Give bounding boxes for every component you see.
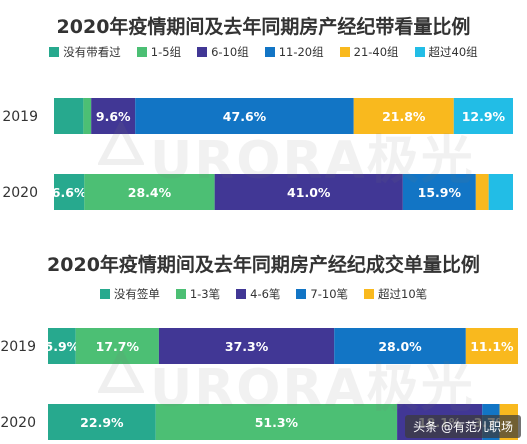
data-label: 17.7%	[96, 339, 140, 354]
data-label: 47.6%	[223, 109, 267, 124]
legend-deals: 没有签单 1-3笔 4-6笔 7-10笔 超过10笔	[0, 286, 527, 302]
data-label: 6.6%	[52, 185, 87, 200]
legend-item: 7-10笔	[296, 286, 348, 302]
category-tick-label: 2019	[0, 339, 36, 355]
legend-item: 超过10笔	[364, 286, 427, 302]
legend-swatch	[49, 47, 60, 57]
bar-segment	[488, 174, 513, 210]
data-label: 37.3%	[225, 339, 269, 354]
legend-label: 21-40组	[353, 45, 399, 59]
data-label: 22.9%	[80, 415, 124, 430]
data-label: 12.9%	[462, 109, 506, 124]
bar-segment	[158, 328, 335, 364]
data-label: 41.0%	[287, 185, 331, 200]
legend-label: 11-20组	[278, 45, 324, 59]
bar-segment	[54, 174, 85, 210]
category-tick-label: 2019	[2, 109, 38, 125]
legend-item: 1-3笔	[175, 286, 221, 302]
legend-swatch	[236, 289, 247, 299]
bar-segment	[155, 404, 398, 440]
legend-label: 没有签单	[113, 287, 160, 301]
chart-title-viewings: 2020年疫情期间及去年同期房产经纪带看量比例	[56, 16, 471, 38]
bar-segment	[475, 174, 489, 210]
legend-swatch	[414, 47, 425, 57]
legend-swatch	[175, 289, 186, 299]
bar-segment	[214, 174, 403, 210]
chart-title-deals: 2020年疫情期间及去年同期房产经纪成交单量比例	[47, 254, 480, 276]
legend-label: 1-5组	[150, 45, 182, 59]
legend-item: 21-40组	[339, 44, 399, 60]
category-tick-label: 2020	[2, 185, 38, 201]
stacked-bar-chart-viewings: 2019 9.6% 47.6% 21.8% 12.9% 2020 6.6% 28.4% 41.0…	[2, 98, 513, 210]
legend-label: 6-10组	[211, 45, 249, 59]
legend-swatch	[99, 289, 110, 299]
data-label: 28.0%	[378, 339, 422, 354]
data-label: 5.9%	[45, 339, 80, 354]
bar-segment	[353, 98, 454, 134]
data-label: 21.8%	[382, 109, 426, 124]
category-tick-label: 2020	[0, 415, 36, 431]
legend-viewings: 没有带看过 1-5组 6-10组 11-20组 21-40组 超过40组	[0, 44, 527, 60]
legend-label: 1-3笔	[189, 287, 221, 301]
legend-item: 没有签单	[99, 286, 160, 302]
legend-label: 超过40组	[428, 45, 478, 59]
legend-swatch	[339, 47, 350, 57]
legend-label: 超过10笔	[378, 287, 428, 301]
bar-segment	[54, 98, 84, 134]
bar-segment	[453, 98, 513, 134]
legend-item: 11-20组	[264, 44, 324, 60]
bar-segment	[334, 328, 466, 364]
legend-item: 1-5组	[136, 44, 182, 60]
legend-item: 超过40组	[414, 44, 478, 60]
chart-panel-viewings: 2020年疫情期间及去年同期房产经纪带看量比例 没有带看过 1-5组 6-10组 11…	[0, 16, 527, 210]
bar-segment	[83, 98, 92, 134]
bar-segment	[91, 98, 136, 134]
data-label: 11.1%	[470, 339, 514, 354]
legend-label: 没有带看过	[63, 45, 121, 59]
data-label: 9.6%	[96, 109, 131, 124]
bar-segment	[75, 328, 159, 364]
stacked-bar-chart-deals: 2019 5.9% 17.7% 37.3% 28.0% 11.1% 2020 22.9% 51.…	[0, 328, 518, 440]
data-label: 28.4%	[128, 185, 172, 200]
bar-segment	[465, 328, 518, 364]
legend-item: 6-10组	[197, 44, 249, 60]
legend-swatch	[364, 289, 375, 299]
legend-swatch	[264, 47, 275, 57]
bar-segment	[48, 328, 76, 364]
legend-label: 7-10笔	[310, 287, 349, 301]
legend-item: 没有带看过	[49, 44, 121, 60]
bar-segment	[135, 98, 354, 134]
legend-label: 4-6笔	[250, 287, 281, 301]
data-label: 51.3%	[255, 415, 299, 430]
bar-segment	[402, 174, 476, 210]
legend-swatch	[136, 47, 147, 57]
legend-swatch	[296, 289, 307, 299]
source-badge: 头条 @有范儿职场	[405, 415, 521, 438]
bar-segment	[48, 404, 156, 440]
legend-swatch	[197, 47, 208, 57]
legend-item: 4-6笔	[236, 286, 280, 302]
data-label: 15.9%	[418, 185, 462, 200]
bar-segment	[84, 174, 215, 210]
chart-panel-deals: 2020年疫情期间及去年同期房产经纪成交单量比例 没有签单 1-3笔 4-6笔 7-1…	[0, 222, 527, 444]
